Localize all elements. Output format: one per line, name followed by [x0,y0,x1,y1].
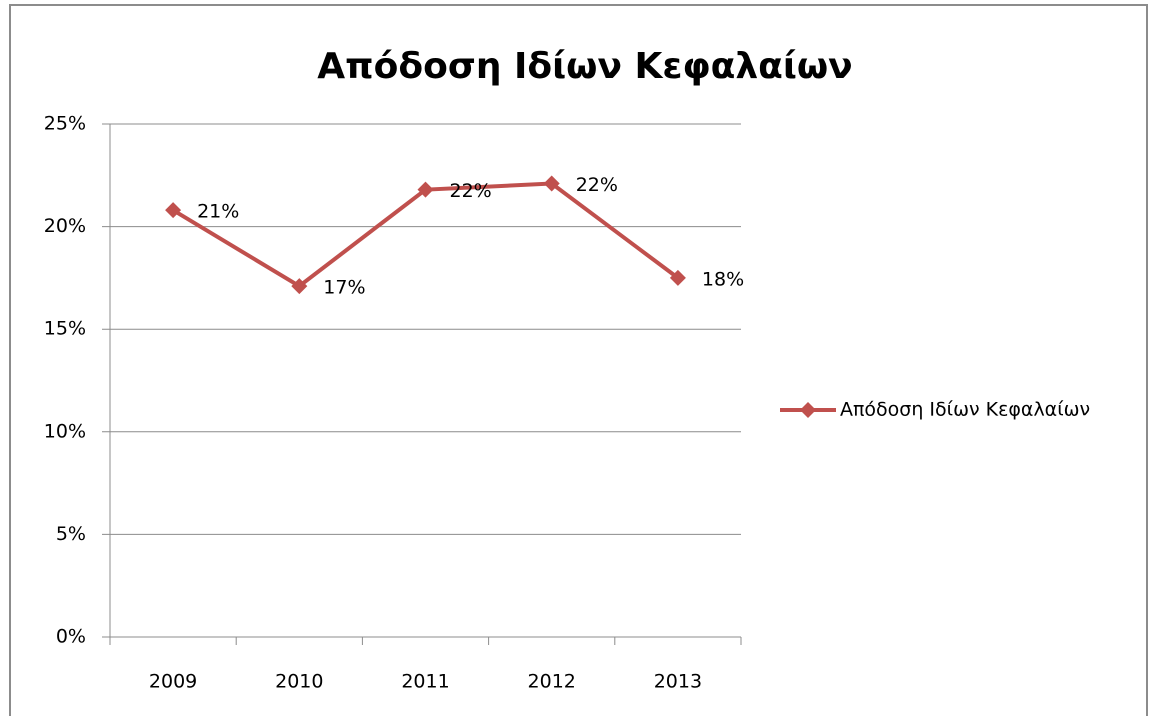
marker [165,202,182,219]
data-label: 22% [576,174,618,196]
y-tick-label: 20% [44,215,86,237]
y-tick-label: 25% [44,113,86,135]
data-label: 22% [450,180,492,202]
data-label: 18% [702,268,744,290]
marker [543,175,560,192]
data-label: 21% [197,201,239,223]
x-tick-label: 2011 [401,671,449,693]
chart-title: Απόδοση Ιδίων Κεφαλαίων [317,46,852,87]
legend-label: Απόδοση Ιδίων Κεφαλαίων [840,399,1090,421]
data-label: 17% [323,277,365,299]
marker [417,181,434,198]
y-tick-label: 0% [56,626,86,648]
x-tick-label: 2010 [275,671,323,693]
marker [669,269,686,286]
x-tick-label: 2009 [149,671,197,693]
y-tick-label: 5% [56,523,86,545]
marker [291,278,308,295]
y-tick-label: 15% [44,318,86,340]
y-tick-label: 10% [44,420,86,442]
x-tick-label: 2013 [654,671,702,693]
chart-frame [9,4,1148,716]
legend-marker [800,402,816,418]
x-tick-label: 2012 [528,671,576,693]
